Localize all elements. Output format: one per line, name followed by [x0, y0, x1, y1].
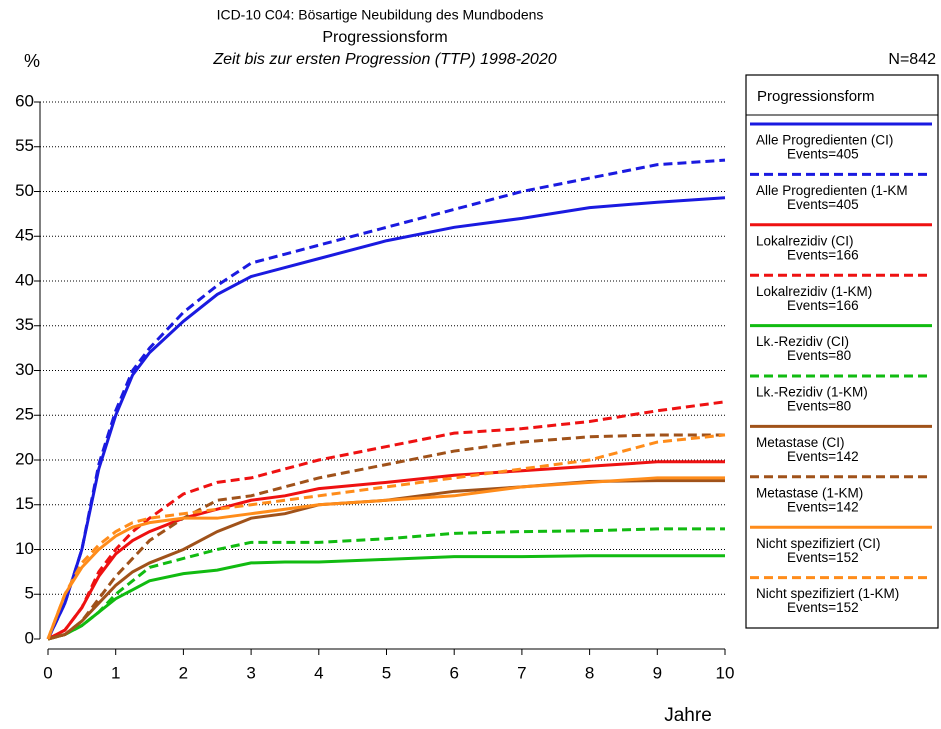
legend-label: Alle Progredienten (1-KM — [756, 183, 908, 198]
series-line — [47, 460, 725, 641]
series-line — [47, 400, 726, 641]
legend-label: Nicht spezifiziert (CI) — [756, 536, 881, 551]
legend-note: Events=142 — [787, 449, 859, 464]
legend-label: Metastase (1-KM) — [756, 485, 863, 500]
y-tick-label: 25 — [15, 405, 34, 424]
series-line — [46, 476, 725, 640]
y-tick-label: 50 — [15, 181, 34, 200]
y-tick-label: 5 — [25, 584, 34, 603]
y-tick-label: 45 — [15, 226, 34, 245]
x-axis-label: Jahre — [664, 705, 712, 726]
series-line — [47, 433, 725, 641]
series-line — [47, 554, 725, 641]
y-axis-label: % — [24, 51, 40, 71]
x-tick-label: 5 — [382, 663, 391, 682]
legend-note: Events=166 — [787, 298, 859, 313]
x-tick-label: 0 — [43, 663, 52, 682]
series-line — [46, 196, 726, 640]
x-tick-label: 9 — [653, 663, 662, 682]
x-tick-label: 2 — [179, 663, 188, 682]
x-tick-label: 8 — [585, 663, 594, 682]
y-tick-label: 55 — [15, 136, 34, 155]
y-tick-label: 20 — [15, 449, 34, 468]
x-tick-label: 6 — [449, 663, 458, 682]
chart-title: ICD-10 C04: Bösartige Neubildung des Mun… — [217, 7, 544, 23]
x-tick-label: 4 — [314, 663, 323, 682]
series-line — [47, 527, 725, 641]
legend-label: Nicht spezifiziert (1-KM) — [756, 586, 899, 601]
y-tick-label: 35 — [15, 315, 34, 334]
legend-note: Events=142 — [787, 499, 859, 514]
legend-note: Events=405 — [787, 197, 859, 212]
n-label: N=842 — [888, 51, 936, 68]
y-tick-label: 40 — [15, 270, 34, 289]
legend-label: Lk.-Rezidiv (1-KM) — [756, 385, 868, 400]
y-tick-label: 30 — [15, 360, 34, 379]
x-tick-label: 7 — [517, 663, 526, 682]
legend-label: Lokalrezidiv (1-KM) — [756, 284, 872, 299]
series-line — [46, 158, 726, 640]
legend-note: Events=80 — [787, 348, 851, 363]
legend-label: Alle Progredienten (CI) — [756, 133, 893, 148]
legend-label: Lk.-Rezidiv (CI) — [756, 334, 849, 349]
series-line — [46, 433, 726, 640]
legend-note: Events=166 — [787, 247, 859, 262]
legend-note: Events=80 — [787, 399, 851, 414]
legend-note: Events=152 — [787, 600, 859, 615]
legend-title: Progressionsform — [757, 88, 875, 105]
legend-note: Events=405 — [787, 147, 859, 162]
legend-label: Metastase (CI) — [756, 435, 845, 450]
x-tick-label: 1 — [111, 663, 120, 682]
y-tick-label: 60 — [15, 91, 34, 110]
y-tick-label: 15 — [15, 494, 34, 513]
y-tick-label: 0 — [25, 628, 34, 647]
legend-box — [745, 74, 939, 629]
chart-subtitle: Progressionsform — [322, 29, 447, 46]
x-tick-label: 10 — [716, 663, 735, 682]
chart-subtitle: Zeit bis zur ersten Progression (TTP) 19… — [212, 51, 556, 68]
legend-label: Lokalrezidiv (CI) — [756, 233, 854, 248]
legend-note: Events=152 — [787, 550, 859, 565]
y-tick-label: 10 — [15, 539, 34, 558]
x-tick-label: 3 — [246, 663, 255, 682]
